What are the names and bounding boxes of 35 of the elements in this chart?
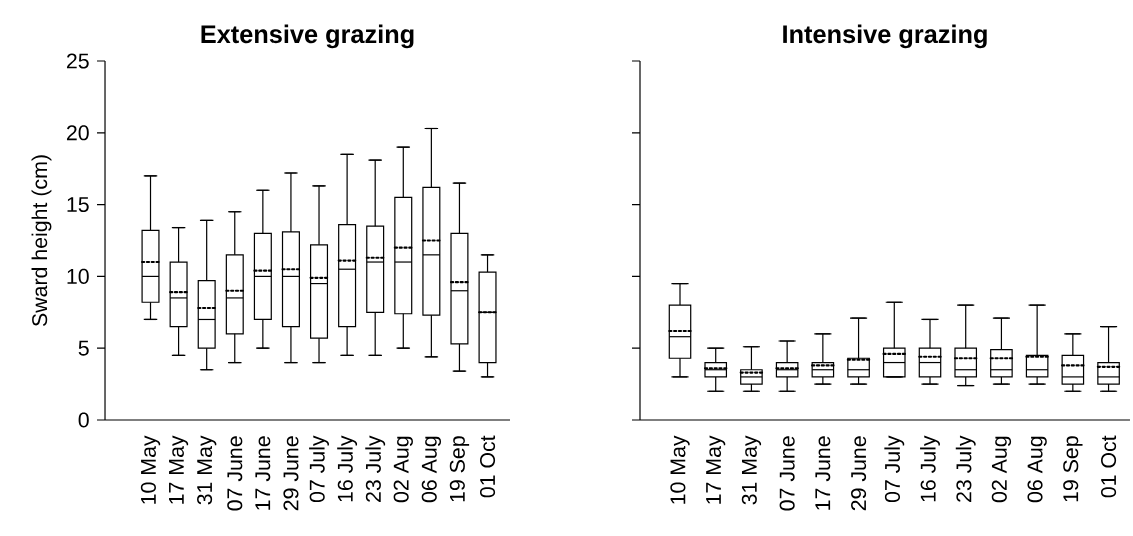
x-tick-label: 07 June bbox=[779, 436, 795, 511]
x-tick-label: 16 July bbox=[920, 435, 940, 502]
x-tick-label: 06 Aug bbox=[1027, 436, 1047, 503]
x-tick-label: 29 June bbox=[851, 436, 867, 511]
x-tick-label: 17 May bbox=[169, 435, 189, 504]
x-tick-label: 07 July bbox=[884, 435, 905, 503]
chart-title: Extensive grazing bbox=[201, 24, 414, 49]
x-tick-label: 01 Oct bbox=[1101, 435, 1117, 498]
x-tick-label: 06 Aug bbox=[421, 436, 442, 503]
x-tick-label: 19 Sep bbox=[1063, 436, 1083, 502]
y-tick-label: 15 bbox=[67, 197, 89, 213]
x-tick-label: 17 June bbox=[815, 436, 831, 510]
x-tick-label: 23 July bbox=[365, 435, 386, 502]
x-tick-label: 10 May bbox=[670, 435, 690, 504]
x-tick-label: 31 May bbox=[741, 435, 762, 505]
y-tick-label: 10 bbox=[67, 268, 89, 284]
x-tick-label: 29 June bbox=[283, 436, 299, 511]
x-tick-label: 07 June bbox=[227, 436, 243, 511]
x-tick-label: 31 May bbox=[197, 435, 217, 505]
x-tick-label: 01 Oct bbox=[479, 435, 496, 498]
x-tick-label: 07 July bbox=[309, 435, 329, 503]
y-tick-label: 25 bbox=[66, 53, 89, 69]
x-tick-label: 02 Aug bbox=[991, 436, 1012, 503]
y-tick-label: 5 bbox=[78, 340, 89, 356]
x-tick-label: 17 May bbox=[706, 435, 726, 504]
x-tick-label: 23 July bbox=[955, 435, 976, 502]
y-tick-label: 0 bbox=[78, 412, 89, 428]
x-tick-label: 17 June bbox=[255, 436, 271, 510]
x-tick-label: 16 July bbox=[337, 435, 358, 502]
x-tick-label: 02 Aug bbox=[393, 436, 413, 503]
chart-title: Intensive grazing bbox=[783, 24, 987, 49]
y-axis-title: Sward height (cm) bbox=[31, 155, 52, 327]
x-tick-label: 19 Sep bbox=[449, 436, 470, 502]
x-tick-label: 10 May bbox=[140, 435, 161, 504]
y-tick-label: 20 bbox=[66, 125, 89, 141]
